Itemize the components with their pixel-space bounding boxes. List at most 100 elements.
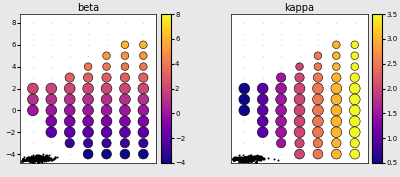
Point: [29, 159, 36, 162]
Point: [255, 157, 262, 160]
Point: [333, 21, 340, 24]
Point: [315, 21, 321, 24]
Point: [35, 155, 41, 158]
Point: [37, 157, 44, 160]
Point: [260, 131, 266, 134]
Point: [85, 21, 91, 24]
Point: [34, 154, 40, 157]
Point: [48, 43, 54, 46]
Point: [241, 120, 248, 123]
Point: [256, 155, 262, 158]
Point: [241, 43, 248, 46]
Point: [52, 155, 58, 158]
Point: [296, 43, 303, 46]
Point: [48, 76, 54, 79]
Point: [43, 157, 49, 160]
Point: [29, 158, 35, 161]
Point: [244, 157, 250, 160]
Point: [44, 156, 51, 159]
Point: [48, 131, 54, 134]
Point: [122, 98, 128, 101]
Point: [30, 153, 36, 156]
Point: [265, 156, 272, 159]
Point: [66, 131, 73, 134]
Point: [260, 153, 266, 156]
Point: [25, 156, 31, 159]
Point: [258, 158, 264, 161]
Point: [240, 159, 247, 162]
Point: [254, 156, 260, 159]
Point: [241, 157, 248, 160]
Point: [45, 155, 52, 158]
Point: [242, 155, 248, 158]
Point: [235, 155, 241, 158]
Point: [26, 157, 33, 159]
Point: [28, 155, 34, 158]
Point: [248, 156, 255, 159]
Point: [31, 159, 38, 162]
Point: [246, 155, 252, 158]
Point: [258, 155, 265, 157]
Point: [35, 157, 42, 159]
Point: [352, 98, 358, 101]
Point: [34, 158, 41, 161]
Point: [45, 158, 51, 161]
Point: [248, 156, 254, 159]
Point: [254, 156, 260, 158]
Point: [278, 98, 284, 101]
Point: [231, 159, 237, 161]
Point: [240, 158, 247, 161]
Point: [248, 156, 254, 159]
Point: [252, 155, 258, 158]
Point: [28, 159, 34, 161]
Point: [256, 157, 262, 160]
Point: [41, 157, 47, 159]
Point: [248, 158, 255, 160]
Point: [238, 155, 244, 158]
Point: [66, 109, 73, 112]
Point: [244, 157, 251, 160]
Point: [42, 155, 48, 158]
Point: [40, 159, 47, 161]
Point: [39, 157, 45, 160]
Point: [257, 157, 264, 160]
Point: [296, 87, 303, 90]
Point: [247, 159, 253, 161]
Point: [352, 153, 358, 156]
Point: [36, 157, 42, 160]
Point: [35, 154, 42, 157]
Point: [238, 157, 244, 160]
Point: [34, 159, 41, 162]
Point: [29, 159, 36, 162]
Point: [236, 158, 242, 161]
Point: [239, 157, 245, 159]
Point: [48, 109, 54, 112]
Point: [242, 157, 248, 160]
Point: [236, 158, 242, 160]
Point: [36, 157, 43, 160]
Point: [244, 158, 250, 161]
Point: [255, 157, 261, 160]
Point: [278, 76, 284, 79]
Point: [244, 158, 250, 161]
Point: [44, 158, 51, 161]
Point: [29, 160, 36, 162]
Point: [122, 43, 128, 46]
Point: [244, 158, 250, 161]
Point: [242, 156, 248, 159]
Point: [254, 157, 260, 160]
Point: [241, 160, 248, 162]
Point: [315, 32, 321, 35]
Point: [140, 21, 146, 24]
Point: [275, 159, 281, 162]
Point: [103, 54, 110, 57]
Point: [35, 160, 41, 163]
Point: [278, 87, 284, 90]
Point: [33, 156, 39, 159]
Point: [27, 160, 33, 162]
Point: [35, 156, 42, 159]
Point: [40, 158, 46, 160]
Point: [48, 157, 54, 160]
Point: [43, 155, 49, 158]
Point: [37, 156, 43, 158]
